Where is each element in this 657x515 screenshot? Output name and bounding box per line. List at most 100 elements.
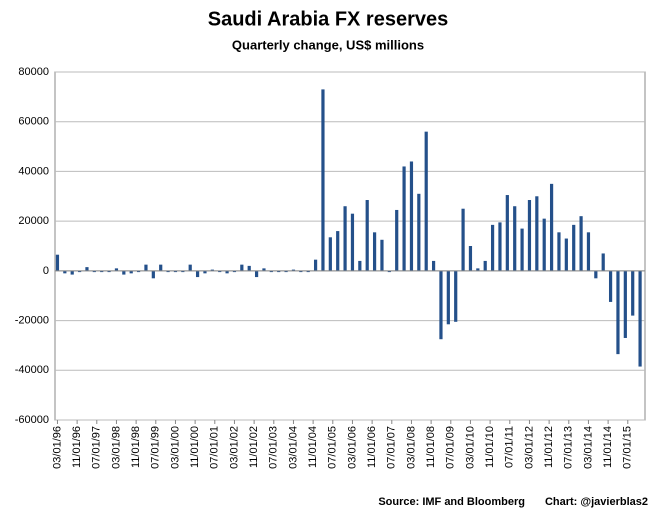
bar bbox=[395, 209, 399, 271]
bar bbox=[557, 232, 561, 271]
bar bbox=[417, 193, 421, 271]
x-tick-label: 07/01/13 bbox=[563, 426, 575, 469]
bar bbox=[114, 268, 119, 271]
bar bbox=[55, 254, 60, 271]
y-tick-label: 40000 bbox=[18, 165, 49, 177]
bar bbox=[210, 269, 214, 271]
bar bbox=[579, 216, 583, 271]
bar bbox=[498, 222, 502, 271]
bar bbox=[564, 238, 568, 271]
x-tick-label: 03/01/08 bbox=[405, 426, 417, 469]
bar bbox=[513, 206, 517, 271]
bar bbox=[372, 232, 377, 271]
bar bbox=[284, 270, 288, 273]
bar bbox=[380, 239, 384, 271]
y-tick-label: 0 bbox=[43, 265, 49, 277]
bar bbox=[365, 200, 369, 271]
bar bbox=[188, 264, 192, 271]
y-tick-label: 20000 bbox=[18, 215, 49, 227]
bar bbox=[601, 253, 605, 271]
bar bbox=[306, 270, 310, 273]
bar bbox=[240, 264, 244, 271]
bar bbox=[85, 267, 89, 271]
bar bbox=[572, 224, 576, 271]
y-tick-label: -20000 bbox=[15, 314, 49, 326]
bar bbox=[483, 260, 487, 271]
x-tick-label: 03/01/02 bbox=[228, 426, 240, 469]
x-tick-label: 03/01/96 bbox=[51, 426, 63, 469]
x-tick-label: 03/01/12 bbox=[523, 426, 535, 469]
bar bbox=[203, 270, 207, 274]
x-tick-label: 11/01/14 bbox=[602, 426, 614, 468]
bar bbox=[446, 270, 450, 325]
x-tick-label: 11/01/02 bbox=[248, 426, 260, 468]
bar bbox=[247, 265, 251, 271]
x-tick-label: 07/01/99 bbox=[150, 426, 162, 469]
x-tick-label: 11/01/98 bbox=[130, 426, 142, 468]
bar bbox=[77, 270, 82, 273]
bar bbox=[505, 195, 509, 271]
y-tick-label: 80000 bbox=[18, 66, 49, 78]
bar bbox=[159, 264, 163, 271]
bar bbox=[195, 270, 200, 278]
x-tick-label: 11/01/00 bbox=[189, 426, 201, 468]
bar bbox=[402, 166, 406, 271]
x-tick-label: 11/01/12 bbox=[543, 426, 555, 468]
chart-title: Saudi Arabia FX reserves bbox=[208, 8, 449, 30]
bar bbox=[461, 208, 465, 271]
credit: Chart: @javierblas2 bbox=[545, 496, 648, 508]
x-tick-label: 07/01/07 bbox=[386, 426, 398, 469]
bar bbox=[269, 270, 273, 273]
x-tick-label: 07/01/05 bbox=[327, 426, 339, 469]
bar bbox=[136, 270, 141, 273]
bar bbox=[122, 270, 126, 275]
bar bbox=[63, 270, 67, 274]
bar bbox=[623, 270, 627, 338]
bar bbox=[439, 270, 443, 340]
bar bbox=[542, 218, 546, 271]
bar bbox=[358, 260, 362, 271]
bar bbox=[631, 270, 635, 316]
bar bbox=[409, 161, 414, 271]
bar bbox=[387, 270, 391, 273]
bar bbox=[638, 270, 642, 367]
bar bbox=[535, 196, 539, 271]
bar bbox=[549, 183, 554, 271]
source: Source: IMF and Bloomberg bbox=[378, 496, 525, 508]
bar bbox=[107, 270, 111, 273]
bar bbox=[336, 231, 340, 271]
bar bbox=[129, 270, 133, 274]
bar bbox=[350, 213, 355, 271]
bar bbox=[291, 269, 296, 271]
bar bbox=[277, 270, 281, 273]
x-tick-label: 11/01/06 bbox=[366, 426, 378, 468]
x-tick-label: 07/01/97 bbox=[91, 426, 103, 469]
x-tick-label: 07/01/15 bbox=[622, 426, 634, 469]
x-tick-label: 03/01/06 bbox=[346, 426, 358, 469]
bar bbox=[100, 270, 104, 273]
bar bbox=[328, 237, 332, 271]
bar bbox=[218, 270, 222, 273]
x-tick-label: 03/01/00 bbox=[169, 426, 181, 469]
y-tick-label: -40000 bbox=[15, 364, 49, 376]
bar bbox=[151, 270, 155, 279]
bar bbox=[321, 89, 325, 271]
bar bbox=[299, 270, 303, 273]
bar bbox=[527, 200, 532, 271]
bar bbox=[594, 270, 598, 279]
bar bbox=[586, 232, 591, 271]
bar bbox=[520, 228, 524, 271]
bar bbox=[424, 131, 428, 271]
x-tick-label: 11/01/10 bbox=[484, 426, 496, 468]
x-tick-label: 11/01/08 bbox=[425, 426, 437, 468]
bar bbox=[476, 268, 480, 271]
bar bbox=[454, 270, 458, 322]
bar bbox=[232, 270, 237, 273]
x-tick-label: 07/01/09 bbox=[445, 426, 457, 469]
plot-frame bbox=[54, 71, 646, 421]
y-tick-label: -60000 bbox=[15, 414, 49, 426]
bar bbox=[92, 270, 96, 273]
bar bbox=[490, 224, 495, 271]
bar bbox=[262, 268, 266, 271]
